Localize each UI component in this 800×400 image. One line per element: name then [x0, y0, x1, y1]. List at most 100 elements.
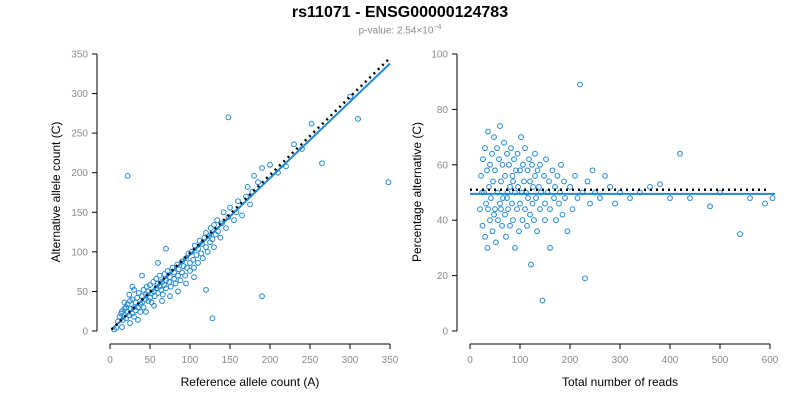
data-point [494, 189, 501, 196]
data-point [140, 304, 147, 311]
data-point [179, 269, 185, 276]
x-tick-label: 200 [262, 355, 279, 366]
data-point [559, 211, 566, 218]
data-point [504, 150, 510, 157]
data-point [121, 299, 128, 306]
data-point [553, 217, 559, 224]
data-point [131, 313, 137, 320]
data-point [479, 222, 486, 229]
data-point [546, 178, 552, 185]
data-point [512, 189, 518, 196]
data-point [255, 179, 261, 186]
data-point [500, 195, 506, 201]
data-point [526, 156, 532, 163]
data-point [183, 264, 190, 271]
data-point [737, 231, 743, 237]
data-point [223, 225, 229, 232]
data-point [657, 181, 663, 188]
data-point [247, 201, 253, 208]
data-point [267, 161, 273, 168]
data-point [191, 264, 197, 271]
data-point [520, 161, 526, 168]
y-tick-label: 300 [71, 89, 88, 100]
data-point [577, 81, 583, 88]
data-point [487, 161, 493, 168]
data-point [172, 280, 179, 287]
data-point [159, 298, 165, 304]
data-point [534, 167, 541, 174]
data-point [156, 272, 163, 279]
x-tick-label: 400 [662, 355, 679, 366]
data-point [199, 255, 206, 262]
x-tick-label: 0 [467, 355, 473, 366]
data-point [531, 217, 537, 224]
x-tick-label: 200 [562, 355, 579, 366]
x-tick-label: 600 [762, 355, 779, 366]
data-point [707, 203, 713, 210]
data-point [524, 222, 530, 229]
data-point [538, 189, 544, 196]
data-point [534, 228, 540, 235]
data-point [235, 198, 241, 205]
data-point [493, 239, 499, 246]
data-point [582, 275, 588, 282]
data-point [239, 212, 245, 219]
data-point [347, 93, 353, 100]
data-point [506, 161, 512, 168]
data-point [502, 211, 508, 218]
data-point [507, 222, 513, 229]
data-point [497, 200, 503, 207]
x-tick-label: 500 [712, 355, 729, 366]
data-point [510, 217, 516, 224]
data-point [525, 195, 531, 201]
data-point [517, 200, 523, 207]
y-tick-label: 20 [437, 271, 449, 282]
data-point [495, 217, 501, 224]
data-point [159, 291, 166, 298]
data-point [191, 274, 197, 281]
data-point [537, 161, 543, 168]
data-point [554, 172, 561, 179]
data-point [529, 161, 535, 168]
expected-line [110, 57, 391, 331]
data-point [167, 283, 174, 290]
data-point [499, 161, 506, 168]
data-point [143, 309, 149, 315]
data-point [574, 195, 581, 201]
data-point [510, 178, 516, 185]
data-point [572, 172, 578, 179]
data-point [209, 315, 216, 322]
chart-subtitle: p-value: 2.54×10−4 [0, 24, 800, 36]
data-point [204, 248, 211, 255]
data-point [491, 134, 497, 141]
data-point [180, 263, 187, 270]
data-point [587, 200, 593, 207]
data-point [182, 272, 189, 279]
data-point [504, 195, 510, 201]
y-axis-label: Percentage alternative (C) [410, 122, 424, 262]
x-tick-label: 0 [107, 355, 113, 366]
subtitle-exponent: −4 [433, 24, 442, 31]
data-point [667, 195, 673, 201]
chart-panel-left: 0 50 100 150 200 250 300 350 0 50 100 150 200 250 300 3… [49, 50, 399, 390]
data-point [491, 211, 497, 218]
chart-panel-right: 0 100 200 300 400 500 600 0 20 40 60 80 100 Total num… [410, 50, 779, 390]
data-point [490, 178, 496, 185]
data-point [489, 150, 495, 157]
data-point [203, 229, 209, 236]
data-point [533, 195, 539, 201]
data-point [198, 250, 205, 257]
data-point [134, 294, 141, 301]
data-point [517, 167, 523, 174]
data-point [521, 178, 527, 185]
data-point [511, 156, 517, 163]
data-point [477, 206, 483, 213]
data-point [151, 293, 158, 300]
data-point [528, 261, 534, 268]
data-point [214, 217, 221, 224]
x-tick-label: 300 [612, 355, 629, 366]
data-point [519, 189, 525, 196]
data-point [259, 293, 265, 300]
x-tick-label: 100 [182, 355, 199, 366]
y-axis-label: Alternative allele count (C) [49, 122, 63, 263]
